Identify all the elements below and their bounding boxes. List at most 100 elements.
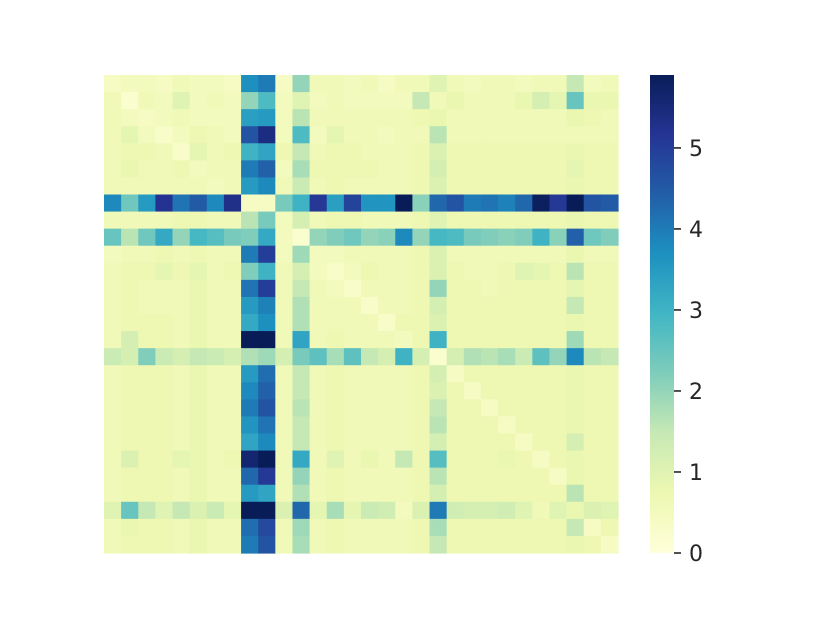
heatmap-cell-r24-c5 — [189, 484, 208, 503]
heatmap-cell-r2-c21 — [463, 109, 482, 127]
heatmap-cell-r0-c19 — [429, 75, 448, 93]
heatmap-cell-r18-c21 — [463, 382, 482, 400]
heatmap-cell-r14-c26 — [549, 314, 568, 332]
colorbar-tick-label: 5 — [689, 137, 703, 162]
heatmap-cell-r9-c4 — [172, 228, 191, 247]
heatmap-cell-r13-c22 — [480, 296, 499, 315]
heatmap-cell-r0-c7 — [223, 75, 242, 93]
heatmap-cell-r15-c0 — [104, 331, 122, 349]
heatmap-cell-r20-c13 — [326, 416, 345, 435]
heatmap-cell-r10-c22 — [480, 245, 499, 264]
heatmap-cell-r0-c22 — [480, 75, 499, 93]
heatmap-cell-r27-c3 — [155, 535, 174, 554]
heatmap-cell-r18-c4 — [172, 382, 191, 400]
heatmap-cell-r9-c10 — [275, 228, 294, 247]
heatmap-cell-r14-c2 — [138, 314, 156, 332]
heatmap-cell-r10-c3 — [155, 245, 174, 264]
heatmap-cell-r21-c18 — [412, 433, 431, 452]
heatmap-cell-r10-c11 — [292, 245, 311, 264]
heatmap-cell-r13-c26 — [549, 296, 568, 315]
heatmap-cell-r23-c12 — [309, 467, 328, 486]
heatmap-cell-r20-c18 — [412, 416, 431, 435]
heatmap-cell-r4-c4 — [172, 143, 191, 161]
heatmap-cell-r4-c12 — [309, 143, 328, 161]
heatmap-cell-r4-c22 — [480, 143, 499, 161]
heatmap-cell-r11-c9 — [258, 262, 276, 281]
heatmap-cell-r17-c3 — [155, 365, 174, 383]
heatmap-cell-r27-c7 — [223, 535, 242, 554]
heatmap-cell-r14-c25 — [532, 314, 551, 332]
heatmap-cell-r26-c23 — [498, 518, 516, 537]
heatmap-cell-r14-c21 — [463, 314, 482, 332]
heatmap-cell-r11-c25 — [532, 262, 551, 281]
heatmap-cell-r7-c14 — [343, 194, 362, 213]
heatmap-cell-r26-c7 — [223, 518, 242, 537]
heatmap-cell-r4-c24 — [515, 143, 533, 161]
heatmap-cell-r8-c0 — [104, 211, 122, 230]
heatmap-cell-r19-c0 — [104, 399, 122, 418]
heatmap-cell-r8-c17 — [395, 211, 413, 230]
heatmap-cell-r7-c15 — [361, 194, 379, 213]
heatmap-cell-r14-c27 — [566, 314, 585, 332]
heatmap-cell-r0-c14 — [343, 75, 362, 93]
heatmap-cell-r19-c14 — [343, 399, 362, 418]
heatmap-cell-r14-c14 — [343, 314, 362, 332]
heatmap-cell-r26-c2 — [138, 518, 156, 537]
heatmap-cell-r24-c1 — [121, 484, 139, 503]
heatmap-cell-r23-c3 — [155, 467, 174, 486]
heatmap-cell-r25-c12 — [309, 501, 328, 520]
heatmap-cell-r24-c3 — [155, 484, 174, 503]
heatmap-cell-r10-c19 — [429, 245, 448, 264]
heatmap-cell-r2-c11 — [292, 109, 311, 127]
heatmap-cell-r26-c5 — [189, 518, 208, 537]
heatmap-cell-r21-c3 — [155, 433, 174, 452]
heatmap-cell-r5-c16 — [378, 160, 396, 179]
heatmap-cell-r5-c26 — [549, 160, 568, 179]
heatmap-cell-r1-c28 — [583, 92, 602, 110]
heatmap-cell-r6-c26 — [549, 177, 568, 196]
heatmap-cell-r27-c20 — [446, 535, 465, 554]
heatmap-cell-r20-c23 — [498, 416, 516, 435]
heatmap-cell-r12-c19 — [429, 279, 448, 298]
heatmap-cell-r27-c18 — [412, 535, 431, 554]
heatmap-cell-r21-c0 — [104, 433, 122, 452]
heatmap-cell-r17-c0 — [104, 365, 122, 383]
heatmap-cell-r13-c9 — [258, 296, 276, 315]
heatmap-cell-r0-c24 — [515, 75, 533, 93]
heatmap-cell-r5-c17 — [395, 160, 413, 179]
heatmap-cell-r21-c25 — [532, 433, 551, 452]
heatmap-cell-r13-c17 — [395, 296, 413, 315]
heatmap-cell-r20-c3 — [155, 416, 174, 435]
heatmap-cell-r6-c5 — [189, 177, 208, 196]
heatmap-cell-r4-c15 — [361, 143, 379, 161]
heatmap-cell-r10-c28 — [583, 245, 602, 264]
heatmap-cell-r15-c4 — [172, 331, 191, 349]
heatmap-cell-r23-c29 — [600, 467, 619, 486]
heatmap-cell-r2-c14 — [343, 109, 362, 127]
heatmap-cell-r15-c17 — [395, 331, 413, 349]
heatmap-cell-r0-c29 — [600, 75, 619, 93]
heatmap-cell-r1-c26 — [549, 92, 568, 110]
heatmap-cell-r17-c5 — [189, 365, 208, 383]
heatmap-cell-r1-c21 — [463, 92, 482, 110]
heatmap-cell-r23-c1 — [121, 467, 139, 486]
heatmap-cell-r9-c13 — [326, 228, 345, 247]
heatmap-cell-r22-c17 — [395, 450, 413, 469]
heatmap-cell-r8-c11 — [292, 211, 311, 230]
heatmap-cell-r18-c27 — [566, 382, 585, 400]
heatmap-cell-r14-c6 — [206, 314, 225, 332]
heatmap-cell-r12-c21 — [463, 279, 482, 298]
heatmap-cell-r25-c22 — [480, 501, 499, 520]
heatmap-cell-r25-c26 — [549, 501, 568, 520]
heatmap-cell-r13-c11 — [292, 296, 311, 315]
heatmap-cell-r6-c3 — [155, 177, 174, 196]
heatmap-cell-r17-c25 — [532, 365, 551, 383]
heatmap-cell-r18-c7 — [223, 382, 242, 400]
heatmap-cell-r10-c15 — [361, 245, 379, 264]
heatmap-cell-r16-c4 — [172, 348, 191, 366]
heatmap-cell-r8-c6 — [206, 211, 225, 230]
heatmap-cell-r14-c16 — [378, 314, 396, 332]
heatmap-cell-r11-c14 — [343, 262, 362, 281]
heatmap-cell-r11-c27 — [566, 262, 585, 281]
heatmap-cell-r22-c0 — [104, 450, 122, 469]
